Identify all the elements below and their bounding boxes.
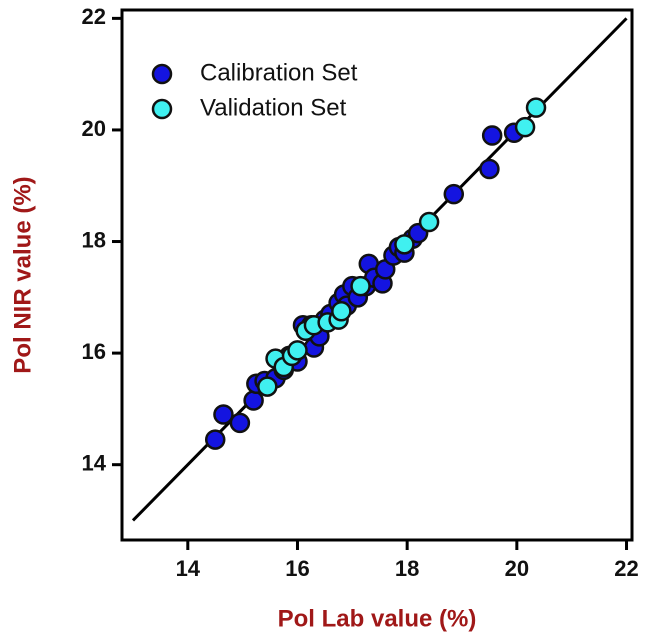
- point: [229, 412, 251, 434]
- y-tick-label: 16: [82, 339, 106, 364]
- y-tick-label: 18: [82, 227, 106, 252]
- point: [331, 301, 352, 322]
- legend-marker: [151, 98, 173, 120]
- point: [418, 211, 440, 233]
- x-tick-label: 22: [614, 556, 638, 581]
- x-tick-label: 18: [395, 556, 419, 581]
- point: [204, 429, 226, 450]
- point: [514, 116, 536, 138]
- x-tick-label: 14: [176, 556, 201, 581]
- point: [394, 234, 415, 255]
- point: [243, 390, 264, 411]
- legend-label: Validation Set: [200, 94, 347, 121]
- point: [479, 158, 500, 180]
- y-axis-title: Pol NIR value (%): [9, 176, 36, 373]
- legend-label: Calibration Set: [200, 59, 358, 86]
- point: [525, 97, 547, 118]
- point: [213, 404, 234, 425]
- x-tick-label: 20: [505, 556, 529, 581]
- legend-marker: [151, 63, 173, 85]
- y-tick-label: 14: [82, 450, 107, 475]
- point: [481, 125, 503, 146]
- point: [257, 376, 278, 397]
- point: [350, 275, 371, 297]
- plot-frame: [120, 8, 634, 542]
- x-axis-title: Pol Lab value (%): [278, 605, 477, 632]
- x-tick-label: 16: [285, 556, 309, 581]
- point: [287, 340, 308, 361]
- y-tick-label: 22: [82, 4, 106, 29]
- y-tick-label: 20: [82, 116, 106, 141]
- point: [443, 183, 465, 205]
